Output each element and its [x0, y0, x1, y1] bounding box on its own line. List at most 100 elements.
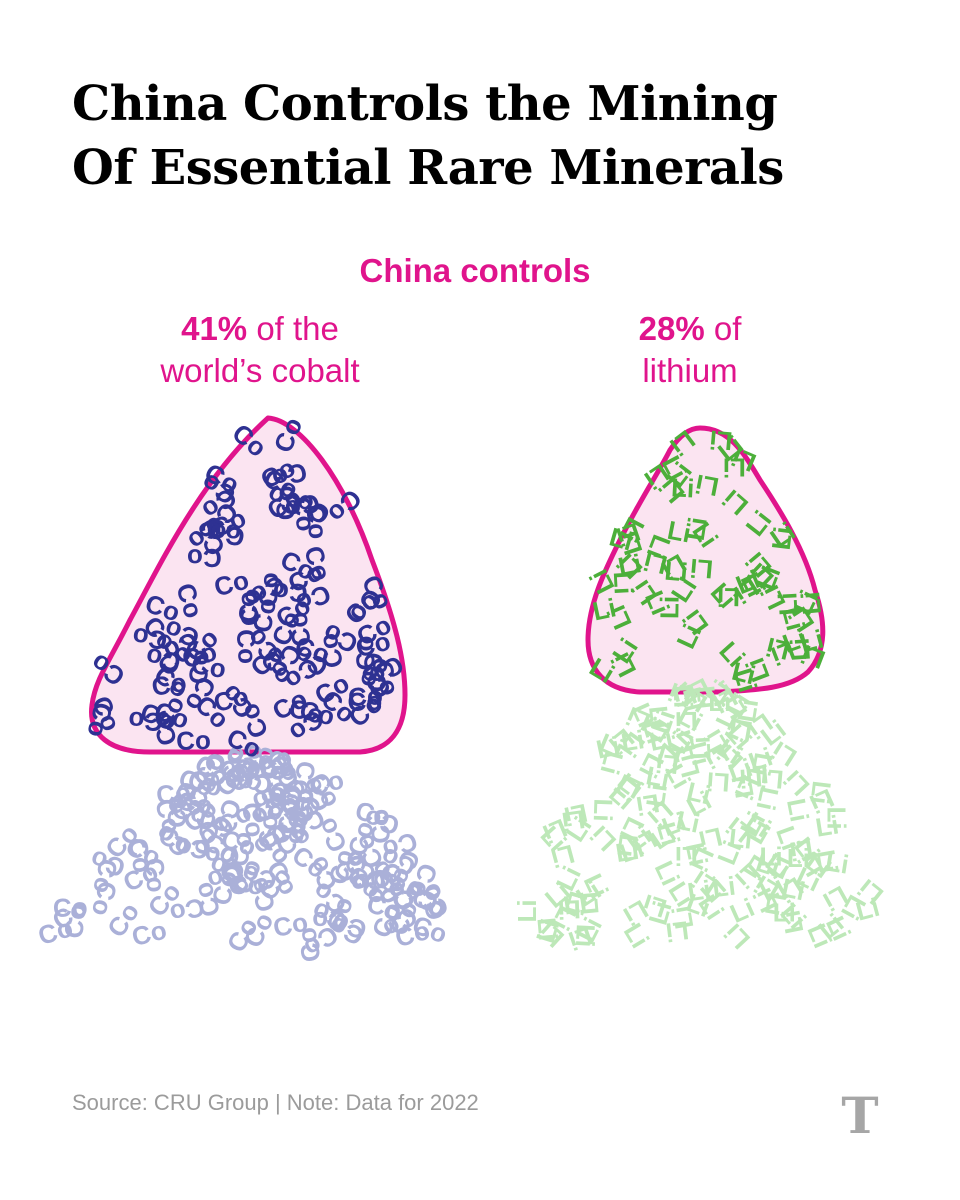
- cobalt-label-rest: of the: [247, 310, 339, 347]
- cobalt-glyph-rest: Co: [161, 792, 193, 829]
- cobalt-label-line2: world’s cobalt: [160, 352, 360, 389]
- lithium-glyph-rest: Li: [731, 697, 764, 725]
- lithium-glyph-rest: Li: [560, 804, 587, 837]
- title-line-1: China Controls the Mining: [72, 76, 778, 132]
- cobalt-glyph-rest: Co: [205, 841, 240, 871]
- cobalt-glyph-china: Co: [206, 514, 241, 545]
- lithium-glyph-china: Li: [689, 553, 715, 585]
- lithium-glyph-rest: Li: [557, 894, 581, 925]
- cobalt-percent: 41%: [181, 310, 248, 347]
- lithium-percent: 28%: [638, 310, 705, 347]
- cobalt-glyph-rest: Co: [323, 847, 360, 887]
- cobalt-glyph-rest: Co: [237, 768, 273, 800]
- cobalt-glyph-china: Co: [300, 503, 333, 540]
- cobalt-glyph-rest: Co: [224, 830, 258, 868]
- lithium-glyph-rest: Li: [726, 773, 760, 801]
- cobalt-glyph-china: Co: [286, 494, 322, 533]
- lithium-glyph-china: Li: [663, 556, 689, 588]
- lithium-glyph-rest: Li: [573, 890, 605, 916]
- lithium-glyph-rest: Li: [805, 779, 838, 806]
- cobalt-china-outline: [89, 415, 408, 755]
- lithium-glyph-china: Li: [766, 525, 799, 552]
- cobalt-glyph-china: Co: [150, 667, 189, 702]
- cobalt-glyph-china: Co: [253, 572, 285, 608]
- cobalt-glyph-china: Co: [347, 680, 384, 712]
- cobalt-glyph-china: Co: [247, 596, 283, 635]
- lithium-label-line2: lithium: [642, 352, 738, 389]
- lithium-glyph-china: Li: [693, 468, 721, 502]
- cobalt-glyph-rest: Co: [140, 857, 172, 893]
- lithium-glyph-rest: Li: [775, 908, 809, 936]
- title-line-2: Of Essential Rare Minerals: [72, 140, 784, 196]
- lithium-glyph-rest: Li: [588, 798, 619, 822]
- lithium-glyph-china: Li: [784, 637, 816, 662]
- cobalt-glyph-rest: Co: [176, 786, 215, 821]
- cobalt-glyph-rest: Co: [256, 749, 293, 782]
- cobalt-glyph-china: Co: [355, 650, 390, 689]
- lithium-label: 28% of lithium: [560, 308, 820, 392]
- lithium-glyph-china: Li: [772, 592, 803, 617]
- cobalt-glyph-china: Co: [183, 649, 214, 685]
- cobalt-glyph-china: Co: [128, 706, 164, 738]
- lithium-glyph-rest: Li: [685, 736, 716, 761]
- cobalt-glyph-rest: Co: [272, 799, 303, 835]
- lithium-glyph-rest: Li: [561, 887, 589, 920]
- lithium-glyph-china: Li: [654, 596, 684, 620]
- lithium-glyph-rest: Li: [686, 874, 713, 907]
- cobalt-glyph-china: Co: [347, 685, 383, 717]
- lithium-glyph-rest: Li: [634, 788, 662, 821]
- source-note: Source: CRU Group | Note: Data for 2022: [72, 1090, 479, 1115]
- cobalt-glyph-china: Co: [282, 610, 317, 649]
- cobalt-glyph-china: Co: [272, 577, 308, 608]
- lithium-glyph-china: Li: [665, 515, 693, 549]
- lithium-glyph-rest: Li: [781, 796, 815, 824]
- lithium-rest-of-world-group: LiLiLiLiLiLiLiLiLiLiLiLiLiLiLiLiLiLiLiLi…: [512, 672, 889, 956]
- lithium-glyph-rest: Li: [570, 923, 601, 948]
- lithium-glyph-rest: Li: [531, 916, 563, 942]
- cobalt-glyph-rest: Co: [236, 801, 271, 840]
- lithium-glyph-china: Li: [680, 515, 713, 543]
- cobalt-glyph-china: Co: [231, 589, 267, 628]
- cobalt-glyph-china: Co: [349, 635, 381, 672]
- lithium-glyph-rest: Li: [823, 846, 851, 879]
- cobalt-glyph-rest: Co: [217, 748, 248, 784]
- cobalt-glyph-rest: Co: [248, 785, 284, 824]
- cobalt-glyph-china: Co: [361, 656, 394, 693]
- lithium-glyph-rest: Li: [708, 687, 731, 717]
- cobalt-glyph-rest: Co: [291, 925, 327, 964]
- lithium-glyph-rest: Li: [644, 760, 672, 794]
- lithium-glyph-rest: Li: [813, 809, 841, 842]
- subhead-china-controls: China controls: [359, 252, 591, 289]
- lithium-glyph-rest: Li: [690, 684, 722, 710]
- lithium-glyph-china: Li: [708, 425, 734, 457]
- cobalt-glyph-china: Co: [176, 725, 212, 756]
- lithium-glyph-rest: Li: [675, 841, 698, 871]
- cobalt-glyph-rest: Co: [284, 786, 319, 825]
- cobalt-glyph-china: Co: [189, 649, 228, 684]
- lithium-glyph-rest: Li: [640, 782, 673, 809]
- cobalt-glyph-rest: Co: [58, 902, 92, 940]
- lithium-glyph-china: Li: [717, 582, 741, 612]
- lithium-glyph-china: Li: [615, 548, 643, 582]
- cobalt-glyph-china: Co: [131, 621, 170, 656]
- cobalt-glyph-rest: Co: [123, 836, 159, 875]
- lithium-glyph-rest: Li: [738, 762, 763, 794]
- lithium-glyph-rest: Li: [666, 903, 700, 931]
- cobalt-glyph-china: Co: [232, 586, 267, 625]
- lithium-glyph-rest: Li: [773, 897, 796, 927]
- lithium-glyph-rest: Li: [787, 843, 810, 873]
- lithium-glyph-china: Li: [670, 472, 695, 503]
- cobalt-glyph-rest: Co: [287, 759, 322, 798]
- lithium-glyph-rest: Li: [613, 835, 641, 868]
- lithium-glyph-rest: Li: [643, 704, 675, 730]
- lithium-glyph-rest: Li: [810, 848, 844, 876]
- cobalt-glyph-rest: Co: [312, 906, 347, 937]
- cobalt-glyph-rest: Co: [52, 892, 88, 923]
- chart-title: China Controls the Mining Of Essential R…: [72, 72, 892, 200]
- lithium-glyph-china: Li: [723, 453, 746, 483]
- lithium-glyph-rest: Li: [760, 842, 783, 872]
- cobalt-glyph-rest: Co: [235, 743, 267, 780]
- pictogram-chart: Co CoCoCoCoCoCoCoCoCoCoCoCoCoCoCoCoCoCoCo…: [34, 413, 889, 964]
- lithium-glyph-rest: Li: [611, 832, 644, 859]
- lithium-glyph-rest: Li: [728, 822, 754, 854]
